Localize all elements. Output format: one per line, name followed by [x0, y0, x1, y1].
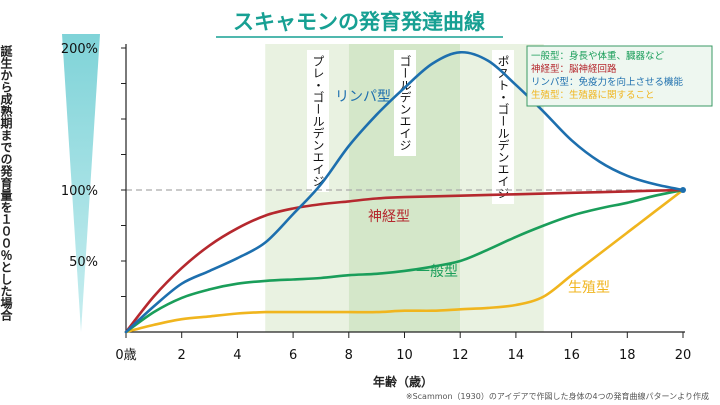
period-label-box	[307, 50, 329, 192]
period-label: プレ・ゴールデンエイジ	[311, 55, 325, 187]
series-line	[124, 50, 685, 334]
x-tick-label: 12	[452, 348, 469, 363]
legend-entry: 生殖型：生殖器に関すること	[531, 89, 655, 101]
period-bands: プレ・ゴールデンエイジ ゴールデンエイジ ポスト・ゴールデンエイジ	[265, 44, 544, 332]
period-label-box	[394, 50, 416, 156]
growth-wedge	[62, 34, 100, 332]
y-axis-label: 誕生から成熟期までの発育量を１００％とした場合	[0, 44, 13, 322]
x-tick-label: 20	[675, 348, 692, 363]
series-label: リンパ型	[335, 89, 391, 105]
x-tick-label: 16	[563, 348, 580, 363]
period-label: ポスト・ゴールデンエイジ	[496, 55, 510, 199]
axes: 50% 100% 200% 0歳 2 4 6 8 10 12 14 16 18 20	[61, 42, 691, 363]
x-tick-label: 14	[508, 348, 525, 363]
series-lines	[124, 50, 686, 334]
series-line	[124, 188, 685, 334]
x-tick-label: 0歳	[115, 348, 136, 363]
chart-title: スキャモンの発育発達曲線	[233, 10, 485, 34]
legend-entry: 神経型：脳神経回路	[531, 63, 617, 75]
x-tick-label: 2	[178, 348, 186, 363]
series-label: 一般型	[416, 264, 458, 280]
series-line	[124, 188, 685, 334]
x-axis-label: 年齢（歳）	[373, 374, 433, 389]
legend-entry: リンパ型：免疫力を向上させる機能	[531, 76, 684, 88]
legend-box	[526, 45, 713, 107]
legend-entry: 一般型：身長や体重、臓器など	[531, 50, 665, 62]
y-tick-label: 50%	[69, 255, 98, 270]
x-tick-label: 4	[233, 348, 241, 363]
x-tick-label: 18	[619, 348, 636, 363]
endpoint-marker	[680, 187, 686, 193]
period-label: ゴールデンエイジ	[398, 54, 412, 151]
series-label: 神経型	[368, 209, 410, 225]
y-tick-label: 100%	[61, 184, 98, 199]
x-tick-label: 8	[345, 348, 353, 363]
period-label-box	[492, 50, 514, 204]
source-note: ※Scammon（1930）のアイデアで作図した身体の4つの発育曲線パターンより…	[406, 391, 709, 401]
series-line	[124, 188, 685, 334]
x-tick-label: 10	[396, 348, 413, 363]
series-label: 生殖型	[568, 279, 610, 296]
x-tick-label: 6	[289, 348, 297, 363]
legend: 一般型：身長や体重、臓器など神経型：脳神経回路リンパ型：免疫力を向上させる機能生…	[526, 45, 713, 107]
y-tick-label: 200%	[61, 42, 98, 57]
